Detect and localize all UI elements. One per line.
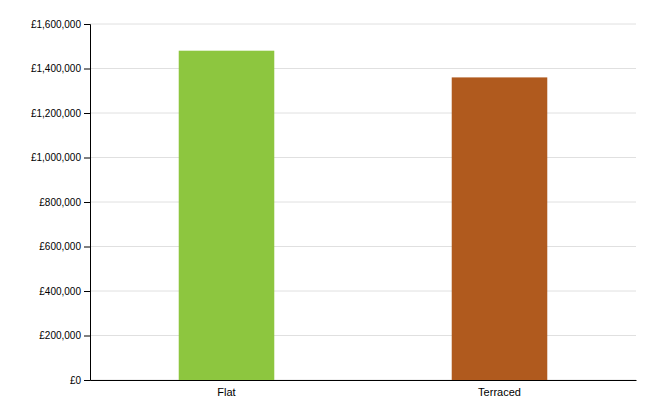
grid-line — [90, 157, 636, 158]
x-tick: Flat — [217, 380, 235, 398]
y-tick-label: £1,400,000 — [31, 63, 81, 74]
y-tick-mark — [84, 113, 90, 114]
x-axis-line — [91, 380, 637, 381]
y-tick: £800,000 — [39, 197, 90, 208]
bar — [179, 51, 275, 380]
y-tick: £1,200,000 — [31, 108, 90, 119]
y-tick: £1,600,000 — [31, 19, 90, 30]
y-tick-label: £1,600,000 — [31, 19, 81, 30]
y-tick-mark — [84, 247, 90, 248]
bar — [452, 77, 548, 380]
y-tick-label: £0 — [70, 375, 82, 386]
x-tick: Terraced — [478, 380, 521, 398]
y-tick-mark — [84, 158, 90, 159]
x-tick-label: Terraced — [478, 386, 521, 398]
grid-line — [90, 202, 636, 203]
y-tick: £0 — [70, 375, 90, 386]
y-tick: £600,000 — [39, 241, 90, 252]
y-axis: £0 £200,000 £400,000 £600,000 £800,000 £1,000… — [31, 19, 91, 386]
grid — [90, 24, 636, 380]
grid-line — [90, 246, 636, 247]
y-tick-label: £600,000 — [39, 241, 81, 252]
chart: £0 £200,000 £400,000 £600,000 £800,000 £1,000… — [0, 0, 660, 420]
grid-line — [90, 291, 636, 292]
y-tick-label: £1,200,000 — [31, 108, 81, 119]
grid-line — [90, 380, 636, 381]
grid-line — [90, 335, 636, 336]
y-tick-mark — [84, 69, 90, 70]
grid-line — [90, 113, 636, 114]
grid-line — [90, 68, 636, 69]
y-tick-mark — [84, 291, 90, 292]
y-tick-mark — [84, 380, 90, 381]
y-tick: £1,000,000 — [31, 152, 90, 163]
grid-line — [90, 24, 636, 25]
y-tick-label: £400,000 — [39, 286, 81, 297]
y-tick-label: £200,000 — [39, 330, 81, 341]
y-tick-mark — [84, 336, 90, 337]
bars — [179, 51, 548, 380]
plot: £0 £200,000 £400,000 £600,000 £800,000 £1,000… — [31, 19, 637, 398]
y-tick-mark — [84, 202, 90, 203]
y-tick-label: £1,000,000 — [31, 152, 81, 163]
y-tick-mark — [84, 24, 90, 25]
x-axis: Flat Terraced — [91, 380, 637, 398]
x-tick-label: Flat — [217, 386, 235, 398]
y-axis-line — [84, 25, 91, 381]
y-tick: £200,000 — [39, 330, 90, 341]
y-tick: £1,400,000 — [31, 63, 90, 74]
y-tick-label: £800,000 — [39, 197, 81, 208]
y-tick: £400,000 — [39, 286, 90, 297]
